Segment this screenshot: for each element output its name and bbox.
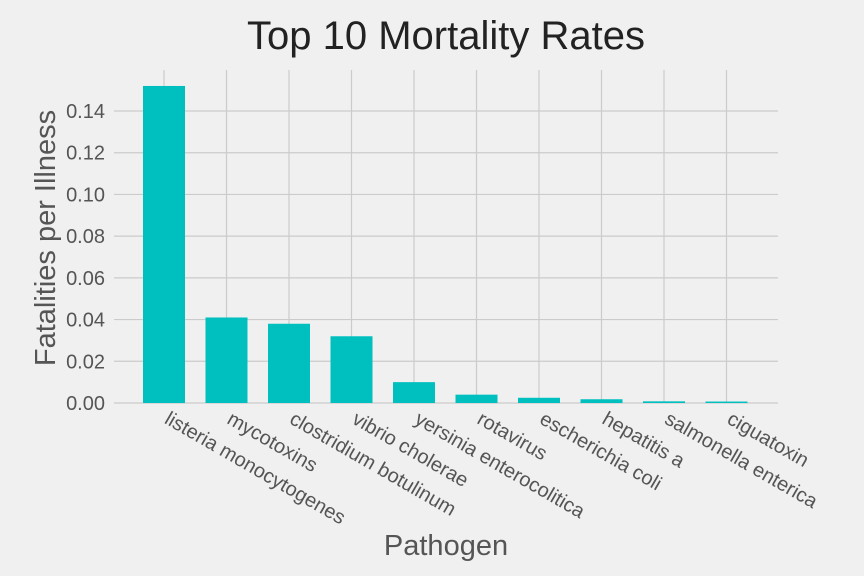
bar (143, 85, 185, 403)
bars (143, 85, 748, 403)
y-tick-labels: 0.00 0.02 0.04 0.06 0.08 0.10 0.12 0.14 (66, 101, 105, 415)
bar (705, 401, 748, 403)
bar (393, 382, 435, 403)
bar (268, 323, 310, 403)
y-tick-label: 0.02 (66, 351, 105, 373)
bar (580, 399, 623, 403)
bar (643, 401, 685, 403)
y-tick-label: 0.00 (66, 393, 105, 415)
bar (205, 317, 248, 403)
chart-title: Top 10 Mortality Rates (247, 14, 645, 58)
y-axis-label: Fatalities per Illness (30, 110, 62, 366)
y-tick-label: 0.08 (66, 226, 105, 248)
x-axis-label: Pathogen (384, 530, 508, 562)
y-tick-label: 0.06 (66, 268, 105, 290)
y-tick-label: 0.14 (66, 101, 105, 123)
y-tick-label: 0.12 (66, 143, 105, 165)
bar (455, 394, 498, 403)
y-tick-label: 0.04 (66, 310, 105, 332)
bar (330, 336, 373, 403)
y-tick-label: 0.10 (66, 184, 105, 206)
bar (518, 397, 560, 403)
